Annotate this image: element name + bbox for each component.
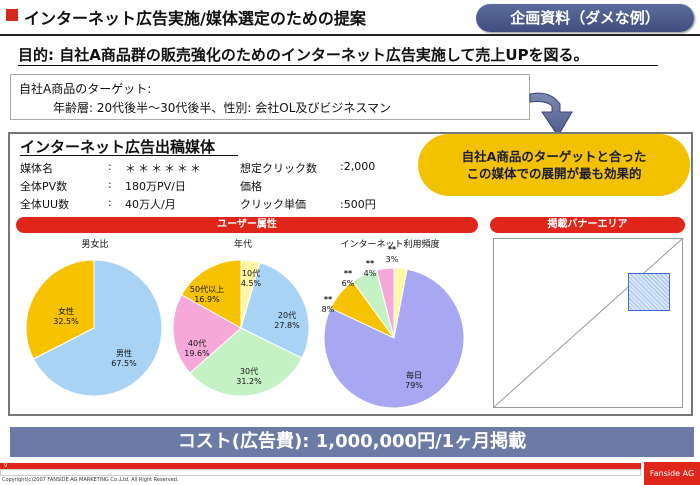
media-name-label: 媒体名 (20, 162, 53, 175)
purpose-underline (18, 65, 658, 66)
banner-area-diagonal (494, 239, 682, 407)
user-attributes-header: ユーザー属性 (16, 217, 478, 233)
pie-slice-percent: 67.5% (111, 359, 137, 368)
expected-clicks-value: :2,000 (340, 160, 376, 173)
pie-slice (323, 268, 465, 409)
down-arrow-icon (529, 92, 573, 137)
media-name-colon: : (108, 160, 112, 173)
title-bar: インターネット広告実施/媒体選定のための提案 企画資料（ダメな例） (0, 0, 700, 34)
page-title: インターネット広告実施/媒体選定のための提案 (24, 9, 366, 28)
planning-doc-badge: 企画資料（ダメな例） (476, 4, 694, 32)
pie-slice (32, 259, 163, 397)
pie-slice-label: 40代 (188, 338, 206, 348)
title-bullet-icon (6, 9, 18, 21)
pie-slice-percent: 32.5% (53, 317, 79, 326)
pie-slice (25, 259, 95, 360)
pie-slice-label: ** (324, 295, 333, 304)
pie-slice-label: 20代 (278, 310, 296, 320)
pie-slice (180, 259, 242, 329)
title-divider (0, 34, 700, 36)
pie-slice-label: 10代 (242, 268, 260, 278)
pie-slice-label: 30代 (240, 366, 258, 376)
pie-slice-label: ** (366, 259, 375, 268)
pv-colon: : (108, 178, 112, 191)
cost-bar: コスト(広告費): 1,000,000円/1ヶ月掲載 (10, 427, 694, 457)
cpc-label: クリック単価 (240, 198, 306, 211)
page-number: 9 (4, 463, 8, 469)
footer-box (0, 469, 641, 476)
price-label: 価格 (240, 180, 262, 193)
media-title-underline (20, 155, 238, 156)
pie-slice-percent: 31.2% (236, 377, 262, 386)
recommendation-callout: 自社A商品のターゲットと合った この媒体での展開が最も効果的 (418, 134, 690, 196)
pie-slice-percent: 79% (405, 381, 423, 390)
gender-chart-title: 男女比 (81, 240, 109, 250)
pie-slice-label: 50代以上 (190, 284, 224, 294)
pie-slice-percent: 19.6% (184, 349, 210, 358)
pie-slice-label: 女性 (58, 306, 74, 316)
pie-slice-percent: 3% (386, 255, 399, 264)
pie-slice (375, 267, 395, 339)
pie-slice-percent: 4% (364, 269, 377, 278)
company-logo: Fanside AG (644, 462, 700, 485)
footer-red-strip (0, 463, 641, 469)
copyright: Copyright(c)2007 FANSIDE AG MARKETING Co… (2, 477, 179, 483)
banner-area-header: 掲載バナーエリア (490, 217, 685, 233)
uu-label: 全体UU数 (20, 198, 70, 211)
pie-slice-label: ** (388, 245, 397, 254)
age-chart-title: 年代 (233, 240, 252, 250)
pie-slice-label: 毎日 (406, 370, 422, 380)
media-title: インターネット広告出稿媒体 (20, 138, 216, 156)
pv-value: 180万PV/日 (125, 180, 186, 193)
pie-slice-percent: 27.8% (274, 321, 300, 330)
pie-slice-percent: 16.9% (194, 295, 220, 304)
pie-slice-label: 男性 (116, 348, 132, 358)
pie-slice-label: ** (344, 269, 353, 278)
pie-slice-percent: 8% (322, 305, 335, 314)
pie-slice-percent: 6% (342, 279, 355, 288)
pie-slice (240, 262, 310, 359)
cpc-value: :500円 (340, 198, 376, 211)
frequency-chart-title: インターネット利用頻度 (340, 240, 440, 250)
pie-slice (172, 294, 242, 374)
purpose-text: 目的: 自社A商品群の販売強化のためのインターネット広告実施して売上UPを図る。 (18, 46, 589, 64)
media-name-value: ＊＊＊＊＊＊ (125, 162, 203, 175)
target-heading: 自社A商品のターゲット: (19, 82, 152, 96)
uu-value: 40万人/月 (125, 198, 176, 211)
media-frame (8, 132, 693, 416)
pie-slice-percent: 4.5% (241, 279, 262, 288)
banner-placement-area (493, 238, 683, 408)
uu-colon: : (108, 196, 112, 209)
callout-line-1: 自社A商品のターゲットと合った (461, 149, 647, 164)
target-detail: 年齢層: 20代後半～30代後半、性別: 会社OL及びビジネスマン (53, 101, 392, 115)
expected-clicks-label: 想定クリック数 (240, 162, 317, 175)
callout-line-2: この媒体での展開が最も効果的 (466, 166, 642, 181)
pv-label: 全体PV数 (20, 180, 68, 193)
pie-slice (189, 327, 303, 397)
banner-thumbnail (628, 273, 670, 311)
target-box: 自社A商品のターゲット: 年齢層: 20代後半～30代後半、性別: 会社OL及び… (10, 74, 530, 120)
